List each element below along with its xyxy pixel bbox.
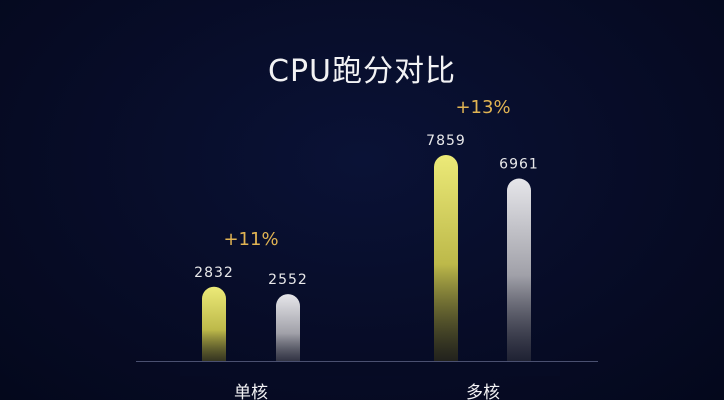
delta-annotation: +13% [455,97,510,118]
chart-marks: 2832 2552 +11% 单核 7859 6961 +13% 多核 [136,97,598,400]
bar-multi-s2 [507,178,531,373]
category-label: 单核 [234,383,268,400]
bar-single-s1 [202,286,226,373]
category-label: 多核 [466,383,500,400]
chart-title: CPU跑分对比 [268,54,456,89]
data-label: 2832 [194,265,234,281]
data-label: 6961 [499,157,539,173]
baseline-mask [180,362,560,376]
data-label: 7859 [426,133,466,149]
bar-single-s2 [276,294,300,373]
delta-annotation: +11% [223,229,278,250]
bar-multi-s1 [434,155,458,373]
data-label: 2552 [268,272,308,288]
